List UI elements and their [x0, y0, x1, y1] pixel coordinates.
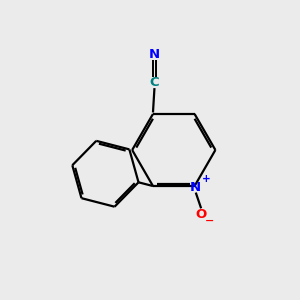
Text: O: O	[196, 208, 207, 221]
Text: +: +	[202, 174, 210, 184]
Text: N: N	[149, 48, 160, 61]
Text: −: −	[205, 216, 214, 226]
Text: N: N	[190, 181, 201, 194]
Text: C: C	[150, 76, 159, 89]
